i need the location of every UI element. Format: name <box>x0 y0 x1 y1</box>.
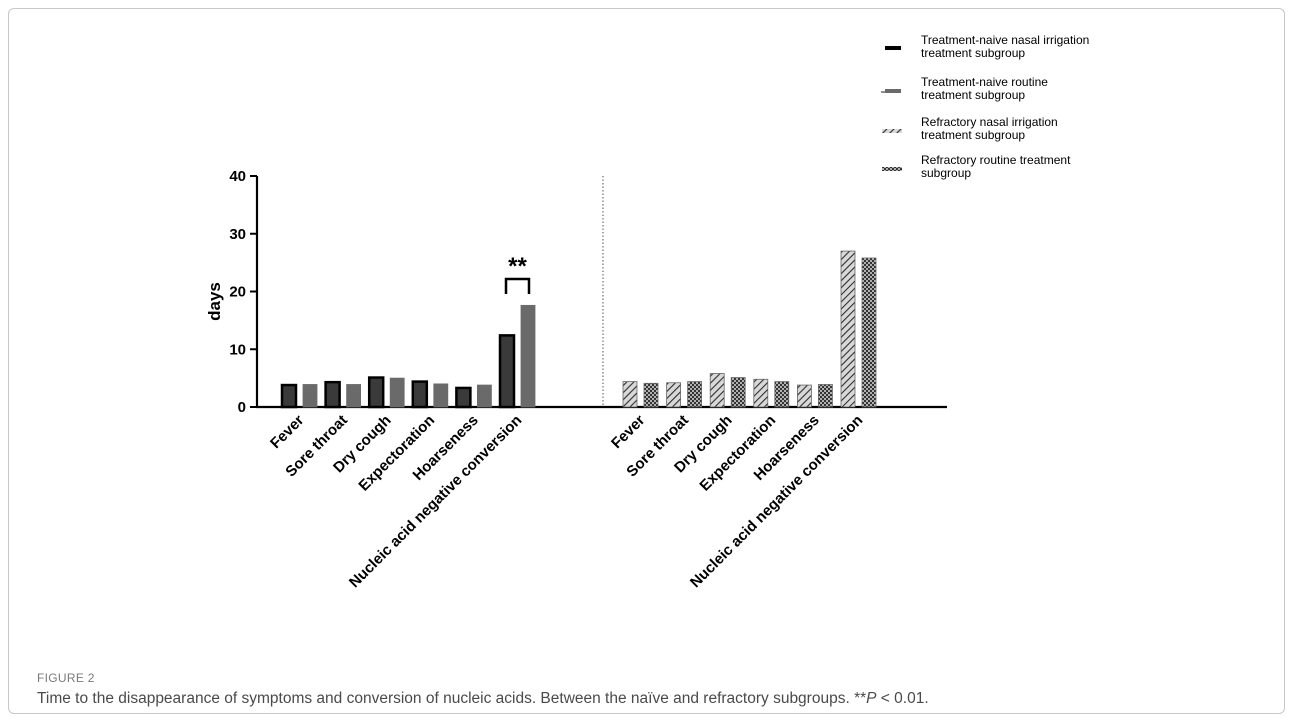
y-tick-label: 0 <box>238 399 246 416</box>
bar-naive-routine <box>476 384 492 408</box>
legend-swatch <box>882 129 902 133</box>
legend-label: Treatment-naive routine <box>921 75 1048 89</box>
legend-label: treatment subgroup <box>921 88 1025 102</box>
figure-label: FIGURE 2 <box>37 671 95 685</box>
bar-naive-routine <box>520 304 536 408</box>
y-tick-label: 30 <box>229 226 246 243</box>
x-category-label: Expectoration <box>355 412 438 495</box>
bar-naive-nasal <box>324 380 341 409</box>
bar-refractory-nasal <box>797 384 812 408</box>
bar-refractory-nasal <box>622 381 638 408</box>
x-category-label: Expectoration <box>696 412 779 495</box>
legend-swatch <box>885 89 901 93</box>
legend-swatch <box>882 167 902 171</box>
bar-naive-nasal <box>411 380 429 409</box>
legend-label: treatment subgroup <box>921 128 1025 142</box>
legend-swatch <box>885 46 901 50</box>
legend-label: Refractory routine treatment <box>921 153 1071 167</box>
bar-naive-nasal <box>367 376 385 409</box>
bar-refractory-routine <box>774 381 790 408</box>
bar-refractory-routine <box>818 384 833 408</box>
bar-refractory-nasal <box>709 373 725 408</box>
bar-naive-routine <box>389 377 405 408</box>
bar-refractory-routine <box>643 382 659 408</box>
legend-label: treatment subgroup <box>921 46 1025 60</box>
bar-naive-routine <box>433 383 449 408</box>
bar-refractory-nasal <box>840 250 856 408</box>
x-category-label: Fever <box>267 412 307 452</box>
caption-p-symbol: P <box>866 690 877 707</box>
bar-naive-routine <box>302 384 318 408</box>
bar-refractory-routine <box>687 381 702 408</box>
x-category-label: Fever <box>608 412 648 452</box>
bar-refractory-nasal <box>666 382 681 408</box>
figure-frame: 0 10 20 30 40 days Fever Sore throat Dry cough Ex… <box>8 8 1285 714</box>
bar-refractory-routine <box>861 257 877 408</box>
y-axis-title: days <box>205 282 224 321</box>
figure-caption: Time to the disappearance of symptoms an… <box>37 690 929 708</box>
bar-naive-nasal <box>455 386 472 409</box>
bar-refractory-nasal <box>753 378 769 408</box>
y-tick-label: 40 <box>229 168 246 185</box>
bar-refractory-routine <box>730 377 746 408</box>
legend-label: Refractory nasal irrigation <box>921 115 1058 129</box>
legend-label: Treatment-naive nasal irrigation <box>921 33 1089 47</box>
significance-label: ** <box>508 253 527 280</box>
bar-naive-nasal <box>498 334 516 409</box>
y-tick-label: 10 <box>229 341 246 358</box>
legend-label: subgroup <box>921 166 971 180</box>
significance-bracket <box>504 277 531 294</box>
bar-naive-routine <box>346 384 362 408</box>
caption-threshold: < 0.01. <box>876 690 929 707</box>
caption-text: Time to the disappearance of symptoms an… <box>37 690 867 707</box>
bar-naive-nasal <box>280 383 298 409</box>
y-tick-label: 20 <box>229 284 246 301</box>
